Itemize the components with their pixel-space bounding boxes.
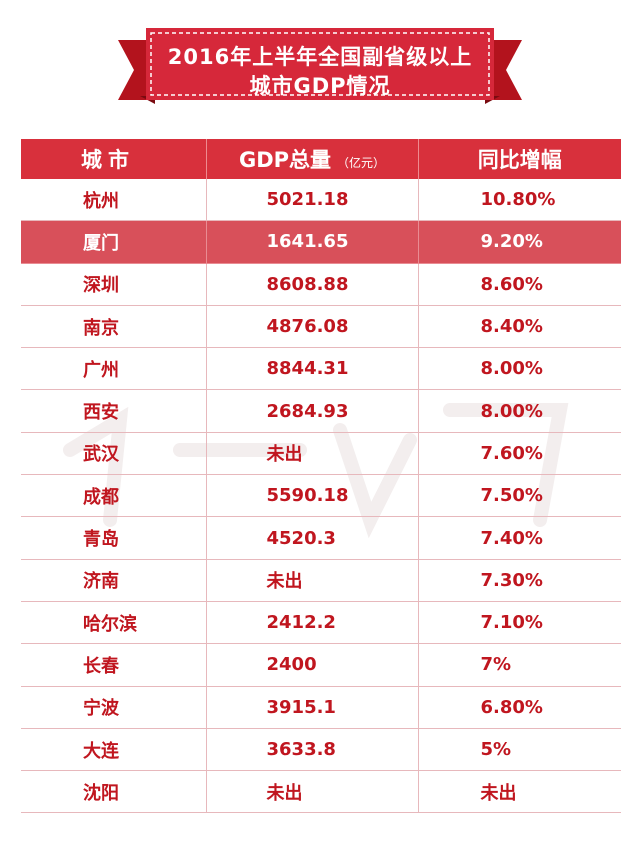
city-cell: 济南 <box>21 559 207 602</box>
table-row: 青岛 4520.3 7.40% <box>21 516 621 560</box>
gdp-cell: 2400 <box>206 643 419 687</box>
city-cell: 厦门 <box>21 220 207 264</box>
column-header-gdp: GDP总量 （亿元） <box>206 139 419 179</box>
city-cell: 沈阳 <box>21 770 207 814</box>
table-row: 长春 2400 7% <box>21 643 621 687</box>
table-row: 广州 8844.31 8.00% <box>21 347 621 391</box>
column-header-gdp-label: GDP总量 <box>238 148 332 172</box>
gdp-cell: 3915.1 <box>206 686 419 729</box>
table-row: 沈阳 未出 未出 <box>21 770 621 814</box>
city-cell: 杭州 <box>21 179 207 222</box>
title-banner: 2016年上半年全国副省级以上 城市GDP情况 <box>0 0 640 120</box>
growth-cell: 8.00% <box>418 389 621 433</box>
table-row: 深圳 8608.88 8.60% <box>21 263 621 306</box>
gdp-cell: 5021.18 <box>206 179 419 222</box>
growth-cell: 7.40% <box>418 516 621 560</box>
growth-cell: 7.10% <box>418 601 621 645</box>
city-cell: 哈尔滨 <box>21 601 207 645</box>
column-header-gdp-unit: （亿元） <box>337 156 386 170</box>
gdp-cell: 1641.65 <box>206 220 419 264</box>
table-row: 哈尔滨 2412.2 7.10% <box>21 601 621 645</box>
growth-cell: 7.30% <box>418 559 621 602</box>
growth-cell: 9.20% <box>418 220 621 264</box>
column-header-city: 城市 <box>21 139 207 179</box>
table-row: 杭州 5021.18 10.80% <box>21 179 621 222</box>
growth-cell: 7.50% <box>418 474 621 518</box>
city-cell: 西安 <box>21 389 207 433</box>
table-row: 宁波 3915.1 6.80% <box>21 686 621 729</box>
gdp-cell: 2412.2 <box>206 601 419 645</box>
table-row: 大连 3633.8 5% <box>21 728 621 772</box>
table-header-row: 城市 GDP总量 （亿元） 同比增幅 <box>21 139 621 179</box>
growth-cell: 8.40% <box>418 305 621 349</box>
city-cell: 宁波 <box>21 686 207 729</box>
gdp-cell: 2684.93 <box>206 389 419 433</box>
city-cell: 大连 <box>21 728 207 772</box>
gdp-cell: 5590.18 <box>206 474 419 518</box>
growth-cell: 6.80% <box>418 686 621 729</box>
city-cell: 青岛 <box>21 516 207 560</box>
table-row: 厦门 1641.65 9.20% <box>21 220 621 264</box>
gdp-cell: 8844.31 <box>206 347 419 391</box>
growth-cell: 8.60% <box>418 263 621 306</box>
city-cell: 广州 <box>21 347 207 391</box>
banner-title-line2: 城市GDP情况 <box>249 74 391 98</box>
city-cell: 南京 <box>21 305 207 349</box>
column-header-growth: 同比增幅 <box>418 139 621 179</box>
growth-cell: 5% <box>418 728 621 772</box>
growth-cell: 7% <box>418 643 621 687</box>
ribbon-shape <box>118 28 522 104</box>
city-cell: 长春 <box>21 643 207 687</box>
gdp-cell: 未出 <box>206 770 419 814</box>
table-row: 南京 4876.08 8.40% <box>21 305 621 349</box>
city-cell: 武汉 <box>21 432 207 476</box>
growth-cell: 7.60% <box>418 432 621 476</box>
growth-cell: 8.00% <box>418 347 621 391</box>
table-body: 杭州 5021.18 10.80% 厦门 1641.65 9.20% 深圳 8608.88 8.… <box>21 179 621 814</box>
table-row: 武汉 未出 7.60% <box>21 432 621 476</box>
city-cell: 成都 <box>21 474 207 518</box>
gdp-cell: 未出 <box>206 559 419 602</box>
table-row: 成都 5590.18 7.50% <box>21 474 621 518</box>
gdp-cell: 4520.3 <box>206 516 419 560</box>
banner-title-line1: 2016年上半年全国副省级以上 <box>167 45 473 69</box>
table-row: 西安 2684.93 8.00% <box>21 389 621 433</box>
gdp-cell: 3633.8 <box>206 728 419 772</box>
growth-cell: 10.80% <box>418 179 621 222</box>
gdp-table: 城市 GDP总量 （亿元） 同比增幅 杭州 5021.18 10.80% 厦门 1641.… <box>21 139 621 814</box>
gdp-cell: 4876.08 <box>206 305 419 349</box>
growth-cell: 未出 <box>418 770 621 814</box>
city-cell: 深圳 <box>21 263 207 306</box>
gdp-cell: 未出 <box>206 432 419 476</box>
table-row: 济南 未出 7.30% <box>21 559 621 602</box>
gdp-cell: 8608.88 <box>206 263 419 306</box>
